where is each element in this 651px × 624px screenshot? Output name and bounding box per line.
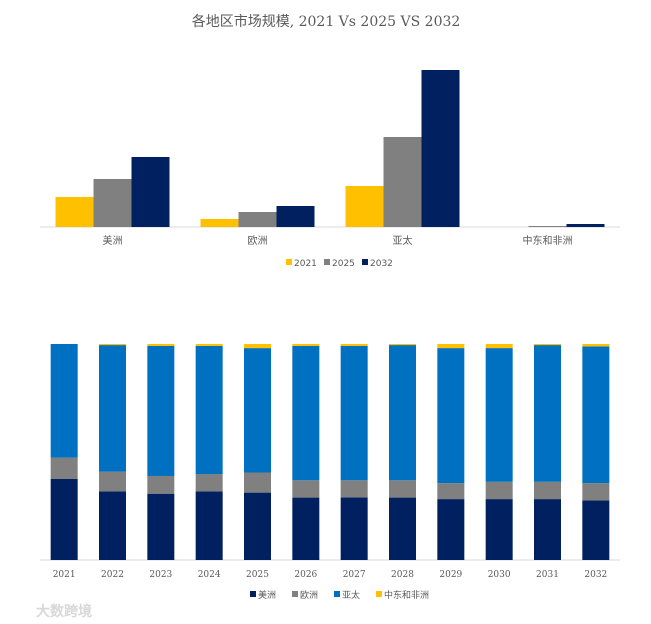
chart2-segment-欧洲-2022: [99, 471, 126, 492]
chart2-segment-亚太-2023: [147, 345, 175, 476]
chart2-legend-label: 中东和非洲: [384, 589, 429, 601]
chart2-segment-亚太-2025: [244, 348, 271, 473]
chart2-segment-欧洲-2024: [195, 474, 223, 492]
chart2-segment-美洲-2025: [244, 492, 271, 560]
chart2-legend-label: 美洲: [258, 589, 276, 601]
chart2-segment-美洲-2030: [485, 499, 513, 560]
chart2-segment-欧洲-2028: [389, 480, 416, 498]
chart1-bar-2032-中东和非洲: [566, 224, 605, 227]
chart2-segment-中东和非洲-2029: [437, 344, 465, 349]
chart1-bar-2025-美洲: [93, 179, 132, 227]
chart1-legend-label: 2032: [370, 259, 393, 269]
chart2-segment-美洲-2028: [389, 497, 416, 560]
chart1-bar-2021-亚太: [345, 186, 384, 227]
chart2-segment-亚太-2021: [50, 344, 78, 458]
chart2-x-tick-label: 2032: [584, 570, 607, 580]
chart2-segment-美洲-2023: [147, 493, 175, 560]
chart2-segment-中东和非洲-2022: [99, 344, 126, 346]
chart2-legend-label: 亚太: [342, 589, 360, 601]
chart2-segment-美洲-2021: [50, 479, 78, 560]
chart2-legend-swatch-欧洲: [292, 591, 298, 597]
chart1-category-label: 美洲: [103, 234, 123, 247]
chart2-segment-中东和非洲-2030: [485, 344, 513, 349]
chart2-segment-亚太-2027: [340, 345, 368, 481]
chart2-segment-欧洲-2026: [292, 480, 320, 498]
chart1-bar-2032-亚太: [421, 70, 460, 227]
chart1-category-label: 欧洲: [248, 235, 268, 247]
chart1-legend-swatch-2021: [286, 259, 292, 265]
chart2-legend-label: 欧洲: [300, 589, 318, 601]
chart2-segment-中东和非洲-2027: [340, 344, 368, 346]
chart2-segment-亚太-2031: [534, 345, 561, 482]
chart2-segment-欧洲-2027: [340, 480, 368, 498]
chart2-x-tick-label: 2024: [198, 570, 221, 580]
chart1-bar-2025-欧洲: [238, 212, 277, 227]
chart1-legend-swatch-2025: [324, 259, 330, 265]
chart2-segment-亚太-2032: [582, 346, 610, 484]
chart2-legend-swatch-中东和非洲: [376, 591, 382, 597]
chart2-segment-欧洲-2030: [485, 481, 513, 500]
chart2-segment-美洲-2032: [582, 500, 610, 560]
chart2-segment-亚太-2024: [195, 345, 223, 475]
chart2-segment-欧洲-2029: [437, 483, 465, 500]
chart2-x-tick-label: 2025: [246, 570, 269, 580]
chart2-x-tick-label: 2029: [439, 570, 462, 580]
chart1-category-label: 中东和非洲: [523, 234, 573, 247]
chart2-segment-欧洲-2023: [147, 475, 175, 494]
chart2-segment-美洲-2029: [437, 499, 465, 560]
chart1-title: 各地区市场规模, 2021 Vs 2025 VS 2032: [192, 13, 461, 30]
watermark: 大数跨境: [36, 603, 92, 620]
chart2-x-tick-label: 2027: [343, 570, 366, 580]
chart2-segment-欧洲-2021: [50, 457, 78, 479]
chart2-x-tick-label: 2023: [149, 570, 172, 580]
chart2-segment-美洲-2022: [99, 491, 126, 560]
chart1-bar-2025-亚太: [383, 137, 422, 227]
chart2-x-tick-label: 2030: [488, 570, 511, 580]
chart2-segment-亚太-2030: [485, 348, 513, 482]
chart2-segment-中东和非洲-2024: [195, 344, 223, 346]
chart2-segment-中东和非洲-2028: [389, 344, 416, 346]
chart1-bar-2032-美洲: [131, 157, 170, 227]
chart2-x-tick-label: 2026: [294, 570, 317, 580]
chart1-bar-2032-欧洲: [276, 206, 315, 227]
chart1-bar-2021-美洲: [55, 197, 94, 227]
chart1-legend-swatch-2032: [362, 259, 368, 265]
chart2-segment-欧洲-2025: [244, 472, 271, 493]
chart2-segment-美洲-2026: [292, 497, 320, 560]
chart1-category-label: 亚太: [393, 234, 413, 247]
chart2-segment-美洲-2031: [534, 499, 561, 560]
chart2-x-tick-label: 2021: [53, 570, 76, 580]
chart1-bar-2025-中东和非洲: [528, 226, 567, 227]
chart2-segment-中东和非洲-2031: [534, 344, 561, 346]
chart1-legend-label: 2025: [332, 259, 355, 269]
chart2-legend-swatch-亚太: [334, 591, 340, 597]
chart2-segment-美洲-2024: [195, 491, 223, 560]
chart2-segment-亚太-2028: [389, 345, 416, 481]
chart1-bar-2021-欧洲: [200, 219, 239, 227]
chart2-x-tick-label: 2031: [536, 570, 559, 580]
chart2-legend-swatch-美洲: [250, 591, 256, 597]
chart2-segment-欧洲-2032: [582, 483, 610, 501]
chart2-x-tick-label: 2022: [101, 570, 124, 580]
chart2-segment-美洲-2027: [340, 497, 368, 560]
chart2-segment-中东和非洲-2032: [582, 344, 610, 347]
chart2-segment-中东和非洲-2026: [292, 344, 320, 346]
chart2-segment-中东和非洲-2023: [147, 344, 175, 346]
chart1-legend-label: 2021: [294, 259, 317, 269]
chart2-segment-亚太-2022: [99, 345, 126, 472]
chart2-segment-亚太-2029: [437, 348, 465, 484]
chart2-segment-中东和非洲-2025: [244, 344, 271, 349]
chart2-segment-亚太-2026: [292, 345, 320, 481]
chart2-x-tick-label: 2028: [391, 570, 414, 580]
chart2-segment-欧洲-2031: [534, 481, 561, 500]
